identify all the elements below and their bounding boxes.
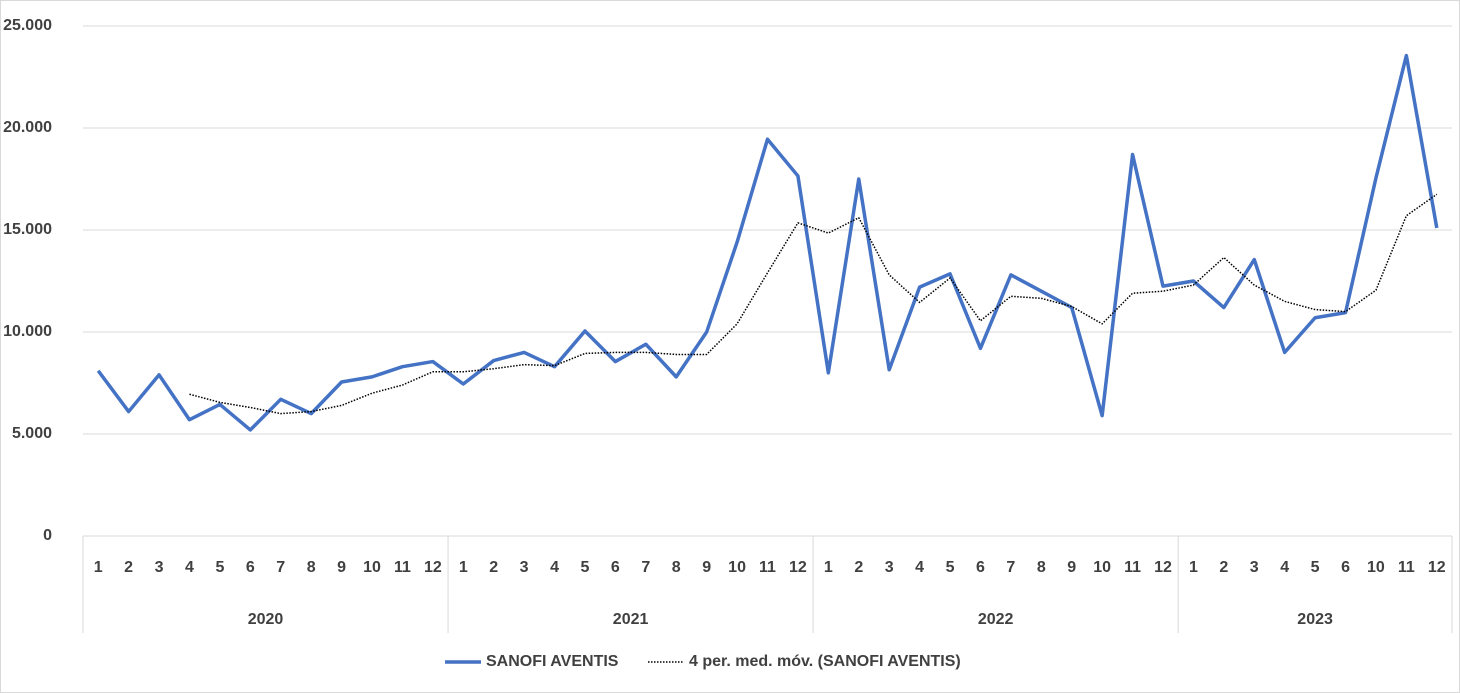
x-tick-label: 9 — [337, 559, 346, 576]
x-tick-label: 3 — [885, 559, 894, 576]
y-tick-label: 20.000 — [3, 119, 52, 136]
x-tick-label: 6 — [611, 559, 620, 576]
series-line — [96, 53, 1439, 432]
x-tick-label: 4 — [1280, 559, 1289, 576]
x-tick-label: 12 — [789, 559, 807, 576]
x-tick-label: 1 — [824, 559, 833, 576]
x-tick-label: 1 — [1189, 559, 1198, 576]
x-tick-label: 2 — [1219, 559, 1228, 576]
x-tick-label: 5 — [946, 559, 955, 576]
x-tick-label: 2 — [854, 559, 863, 576]
x-tick-label: 3 — [520, 559, 529, 576]
y-tick-label: 5.000 — [12, 425, 52, 442]
x-tick-label: 10 — [363, 559, 381, 576]
x-tick-label: 8 — [1037, 559, 1046, 576]
x-tick-label: 6 — [976, 559, 985, 576]
x-tick-label: 12 — [1428, 559, 1446, 576]
x-tick-label: 3 — [1250, 559, 1259, 576]
x-tick-label: 11 — [1398, 559, 1415, 576]
x-tick-label: 7 — [641, 559, 650, 576]
x-tick-label: 7 — [1006, 559, 1015, 576]
x-tick-label: 9 — [1067, 559, 1076, 576]
series-line — [189, 193, 1438, 415]
x-tick-label: 6 — [246, 559, 255, 576]
x-tick-label: 5 — [215, 559, 224, 576]
x-tick-label: 10 — [728, 559, 746, 576]
x-group-label: 2020 — [248, 611, 284, 628]
x-tick-label: 11 — [1124, 559, 1141, 576]
x-tick-label: 10 — [1367, 559, 1385, 576]
x-group-label: 2021 — [613, 611, 649, 628]
x-tick-label: 11 — [759, 559, 776, 576]
x-tick-label: 1 — [459, 559, 468, 576]
x-tick-label: 5 — [1311, 559, 1320, 576]
x-tick-label: 8 — [672, 559, 681, 576]
x-tick-label: 1 — [94, 559, 103, 576]
y-tick-label: 15.000 — [3, 221, 52, 238]
x-tick-label: 2 — [489, 559, 498, 576]
y-tick-label: 25.000 — [3, 17, 52, 34]
x-tick-label: 3 — [155, 559, 164, 576]
x-tick-label: 10 — [1093, 559, 1111, 576]
x-tick-label: 4 — [915, 559, 924, 576]
y-tick-label: 10.000 — [3, 323, 52, 340]
x-tick-label: 4 — [185, 559, 194, 576]
legend-label: SANOFI AVENTIS — [486, 653, 619, 670]
x-tick-label: 12 — [424, 559, 442, 576]
x-tick-label: 6 — [1341, 559, 1350, 576]
x-tick-label: 4 — [550, 559, 559, 576]
x-group-label: 2023 — [1297, 611, 1333, 628]
x-tick-label: 11 — [394, 559, 411, 576]
y-tick-label: 0 — [43, 527, 52, 544]
x-group-label: 2022 — [978, 611, 1014, 628]
x-tick-label: 5 — [581, 559, 590, 576]
x-tick-label: 7 — [276, 559, 285, 576]
x-tick-label: 2 — [124, 559, 133, 576]
legend-label: 4 per. med. móv. (SANOFI AVENTIS) — [689, 653, 961, 670]
x-tick-label: 8 — [307, 559, 316, 576]
x-tick-label: 12 — [1154, 559, 1172, 576]
x-tick-label: 9 — [702, 559, 711, 576]
